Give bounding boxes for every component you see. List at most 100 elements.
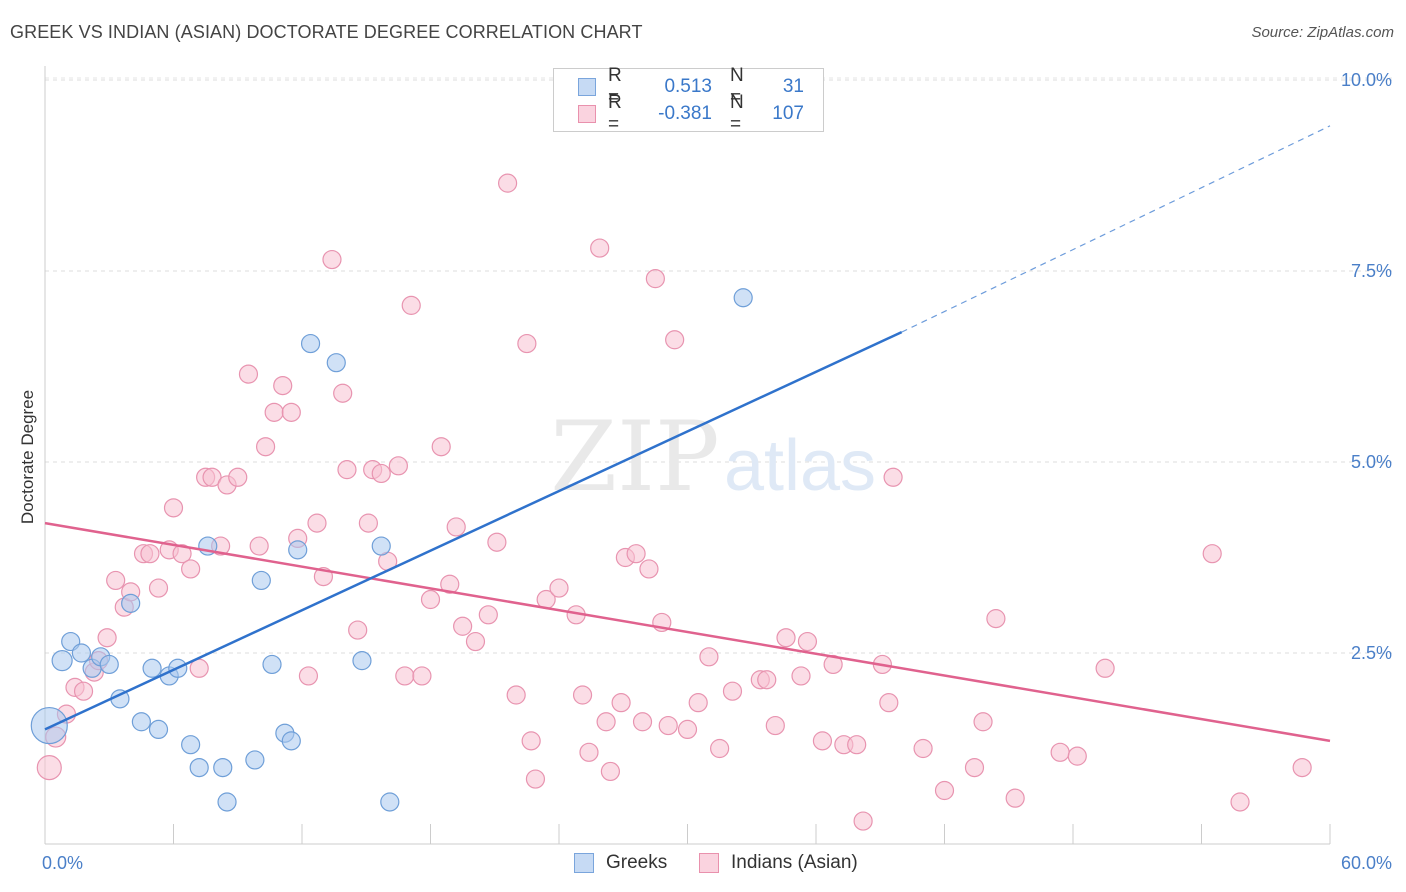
indians-point (358, 513, 378, 533)
indians-point (590, 238, 610, 258)
indians-point (665, 330, 685, 350)
greeks-legend-swatch (574, 853, 594, 873)
indians-point (973, 712, 993, 732)
indians-point (688, 693, 708, 713)
indians-point (626, 544, 646, 564)
indians-point (791, 666, 811, 686)
indians-point (722, 681, 743, 701)
indians-point (645, 269, 665, 289)
r-value: 0.513 (664, 76, 712, 97)
n-label: N = (730, 92, 744, 135)
indians-trend-line (44, 521, 1331, 743)
r-label: R = (608, 65, 622, 108)
greeks-point (733, 288, 753, 308)
indians-point (453, 616, 473, 636)
indians-point (506, 685, 526, 705)
indians-point (73, 681, 94, 701)
indians-point (1050, 742, 1070, 762)
indians-point (853, 811, 873, 831)
n-value: 107 (772, 103, 804, 124)
legend-item-greeks: Greeks (574, 852, 667, 874)
indians-point (264, 402, 284, 422)
indians-point (1005, 788, 1025, 808)
x-tick-label: 60.0% (1341, 853, 1392, 873)
greeks-point (30, 706, 68, 745)
greeks-points (30, 288, 753, 812)
indians-point (776, 628, 796, 648)
indians-point (1202, 544, 1222, 564)
y-tick-label: 5.0% (1351, 452, 1392, 472)
indians-point (371, 463, 391, 484)
indians-point (964, 757, 985, 778)
indians-point (710, 738, 730, 759)
indians-point (525, 769, 546, 789)
indians-point (579, 742, 599, 762)
indians-point (639, 559, 659, 579)
greeks-point (71, 643, 92, 663)
greeks-trend-line (44, 330, 903, 731)
n-value: 31 (782, 76, 804, 97)
greeks-point (380, 792, 400, 812)
indians-point (658, 715, 678, 736)
indians-point (412, 666, 432, 686)
greeks-point (131, 712, 151, 732)
indians-point (238, 364, 259, 384)
legend-row-greeks: R = 0.513 N = 31 (578, 65, 804, 108)
y-axis-label: Doctorate Degree (18, 390, 37, 524)
indians-point (812, 731, 833, 751)
indians-point (765, 715, 785, 736)
chart-title: GREEK VS INDIAN (ASIAN) DOCTORATE DEGREE… (10, 22, 643, 42)
indians-point (333, 383, 353, 403)
indians-point (97, 628, 117, 648)
greeks-point (217, 792, 237, 812)
indians-point (517, 333, 537, 354)
indians-point (431, 437, 451, 457)
indians-point (757, 670, 777, 690)
indians-point (611, 693, 631, 713)
greeks-trend-extension (901, 125, 1331, 333)
indians-point (148, 578, 169, 598)
indians-point (1095, 658, 1115, 678)
legend-row-indians: R = -0.381 N = 107 (578, 92, 804, 135)
y-tick-label: 7.5% (1351, 261, 1392, 281)
indians-point (699, 647, 719, 667)
indians-point (549, 578, 569, 598)
greeks-point (213, 757, 233, 778)
indians-point (255, 437, 276, 457)
greeks-legend-label: Greeks (606, 852, 668, 873)
indians-swatch (578, 105, 596, 123)
indians-point (249, 536, 269, 556)
indians-legend-label: Indians (Asian) (731, 852, 858, 873)
correlation-legend: R = 0.513 N = 31 R = -0.381 N = 107 (553, 65, 824, 135)
indians-point (189, 658, 209, 678)
indians-point (521, 731, 541, 751)
greeks-point (262, 654, 282, 675)
indians-point (337, 460, 357, 480)
greeks-point (326, 353, 346, 373)
r-value: -0.381 (658, 103, 712, 124)
indians-point (934, 780, 955, 801)
indians-point (440, 574, 460, 594)
indians-point (883, 467, 903, 487)
indians-point (847, 735, 867, 755)
indians-point (420, 589, 441, 610)
indians-point (106, 570, 126, 591)
greeks-point (99, 654, 119, 675)
greeks-point (281, 731, 301, 751)
indians-point (140, 544, 160, 564)
greeks-point (300, 333, 321, 354)
greeks-point (148, 719, 169, 740)
indians-point (1292, 757, 1312, 778)
indians-point (1067, 746, 1087, 766)
indians-point (322, 249, 342, 270)
indians-point (478, 605, 498, 625)
indians-point (281, 402, 301, 422)
indians-point (348, 620, 368, 640)
indians-point (446, 517, 466, 537)
greeks-point (51, 650, 73, 672)
indians-point (228, 467, 248, 487)
indians-point (172, 544, 192, 564)
indians-point (307, 513, 327, 533)
indians-point (632, 712, 653, 732)
